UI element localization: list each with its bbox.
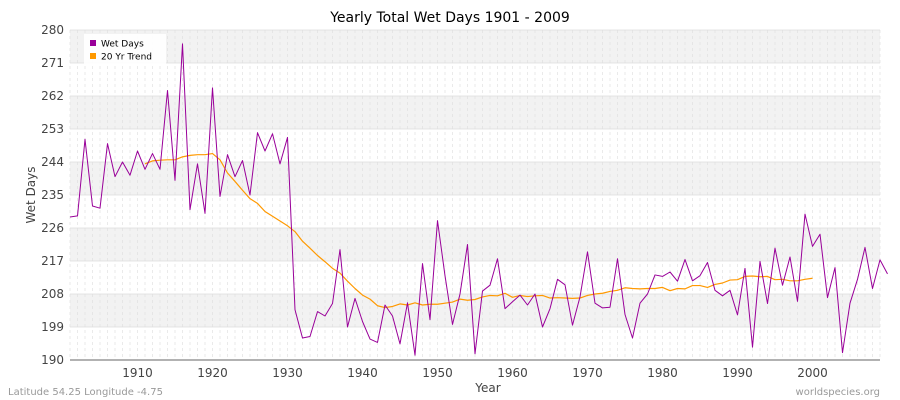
plot-band [70, 228, 880, 261]
y-axis-label: Wet Days [24, 166, 38, 223]
legend-label-20-yr-trend: 20 Yr Trend [101, 53, 152, 63]
plot-band [70, 96, 880, 129]
footer-source: worldspecies.org [796, 387, 880, 398]
y-tick-label: 244 [41, 155, 64, 169]
legend-swatch-wet-days [90, 40, 96, 46]
vertical-gridlines [69, 30, 881, 360]
x-axis-label: Year [474, 381, 500, 395]
x-tick-label: 1940 [347, 366, 378, 380]
x-tick-label: 1990 [722, 366, 753, 380]
chart-title: Yearly Total Wet Days 1901 - 2009 [329, 10, 570, 26]
y-tick-label: 235 [41, 188, 64, 202]
y-tick-labels: 190 199 208 217 226 235 244 253 262 271 280 [41, 23, 64, 367]
x-tick-label: 1930 [272, 366, 303, 380]
x-tick-label: 1970 [572, 366, 603, 380]
y-tick-label: 253 [41, 122, 64, 136]
x-tick-label: 1950 [422, 366, 453, 380]
series-line-20-yr-trend [144, 152, 813, 309]
x-tick-label: 1960 [497, 366, 528, 380]
y-tick-label: 271 [41, 56, 64, 70]
x-tick-label: 2000 [797, 366, 828, 380]
plot-bands [70, 30, 880, 327]
legend-swatch-20-yr-trend [90, 53, 96, 59]
y-tick-label: 217 [41, 254, 64, 268]
y-tick-label: 208 [41, 287, 64, 301]
y-tick-label: 280 [41, 23, 64, 37]
plot-band [70, 162, 880, 195]
y-tick-label: 199 [41, 320, 64, 334]
x-tick-label: 1920 [197, 366, 228, 380]
legend: Wet Days 20 Yr Trend [84, 34, 166, 64]
footer-coordinates: Latitude 54.25 Longitude -4.75 [8, 387, 163, 398]
y-tick-label: 226 [41, 221, 64, 235]
legend-background [84, 34, 166, 64]
series-line-wet-days [69, 43, 888, 356]
x-tick-labels: 1910 1920 1930 1940 1950 1960 1970 1980 1990 2000 [122, 366, 828, 380]
plot-band [70, 30, 880, 63]
y-tick-label: 262 [41, 89, 64, 103]
horizontal-gridlines [70, 29, 880, 361]
x-tick-label: 1980 [647, 366, 678, 380]
x-tick-label: 1910 [122, 366, 153, 380]
series-layer [69, 43, 888, 356]
legend-label-wet-days: Wet Days [101, 40, 144, 50]
y-tick-label: 190 [41, 353, 64, 367]
